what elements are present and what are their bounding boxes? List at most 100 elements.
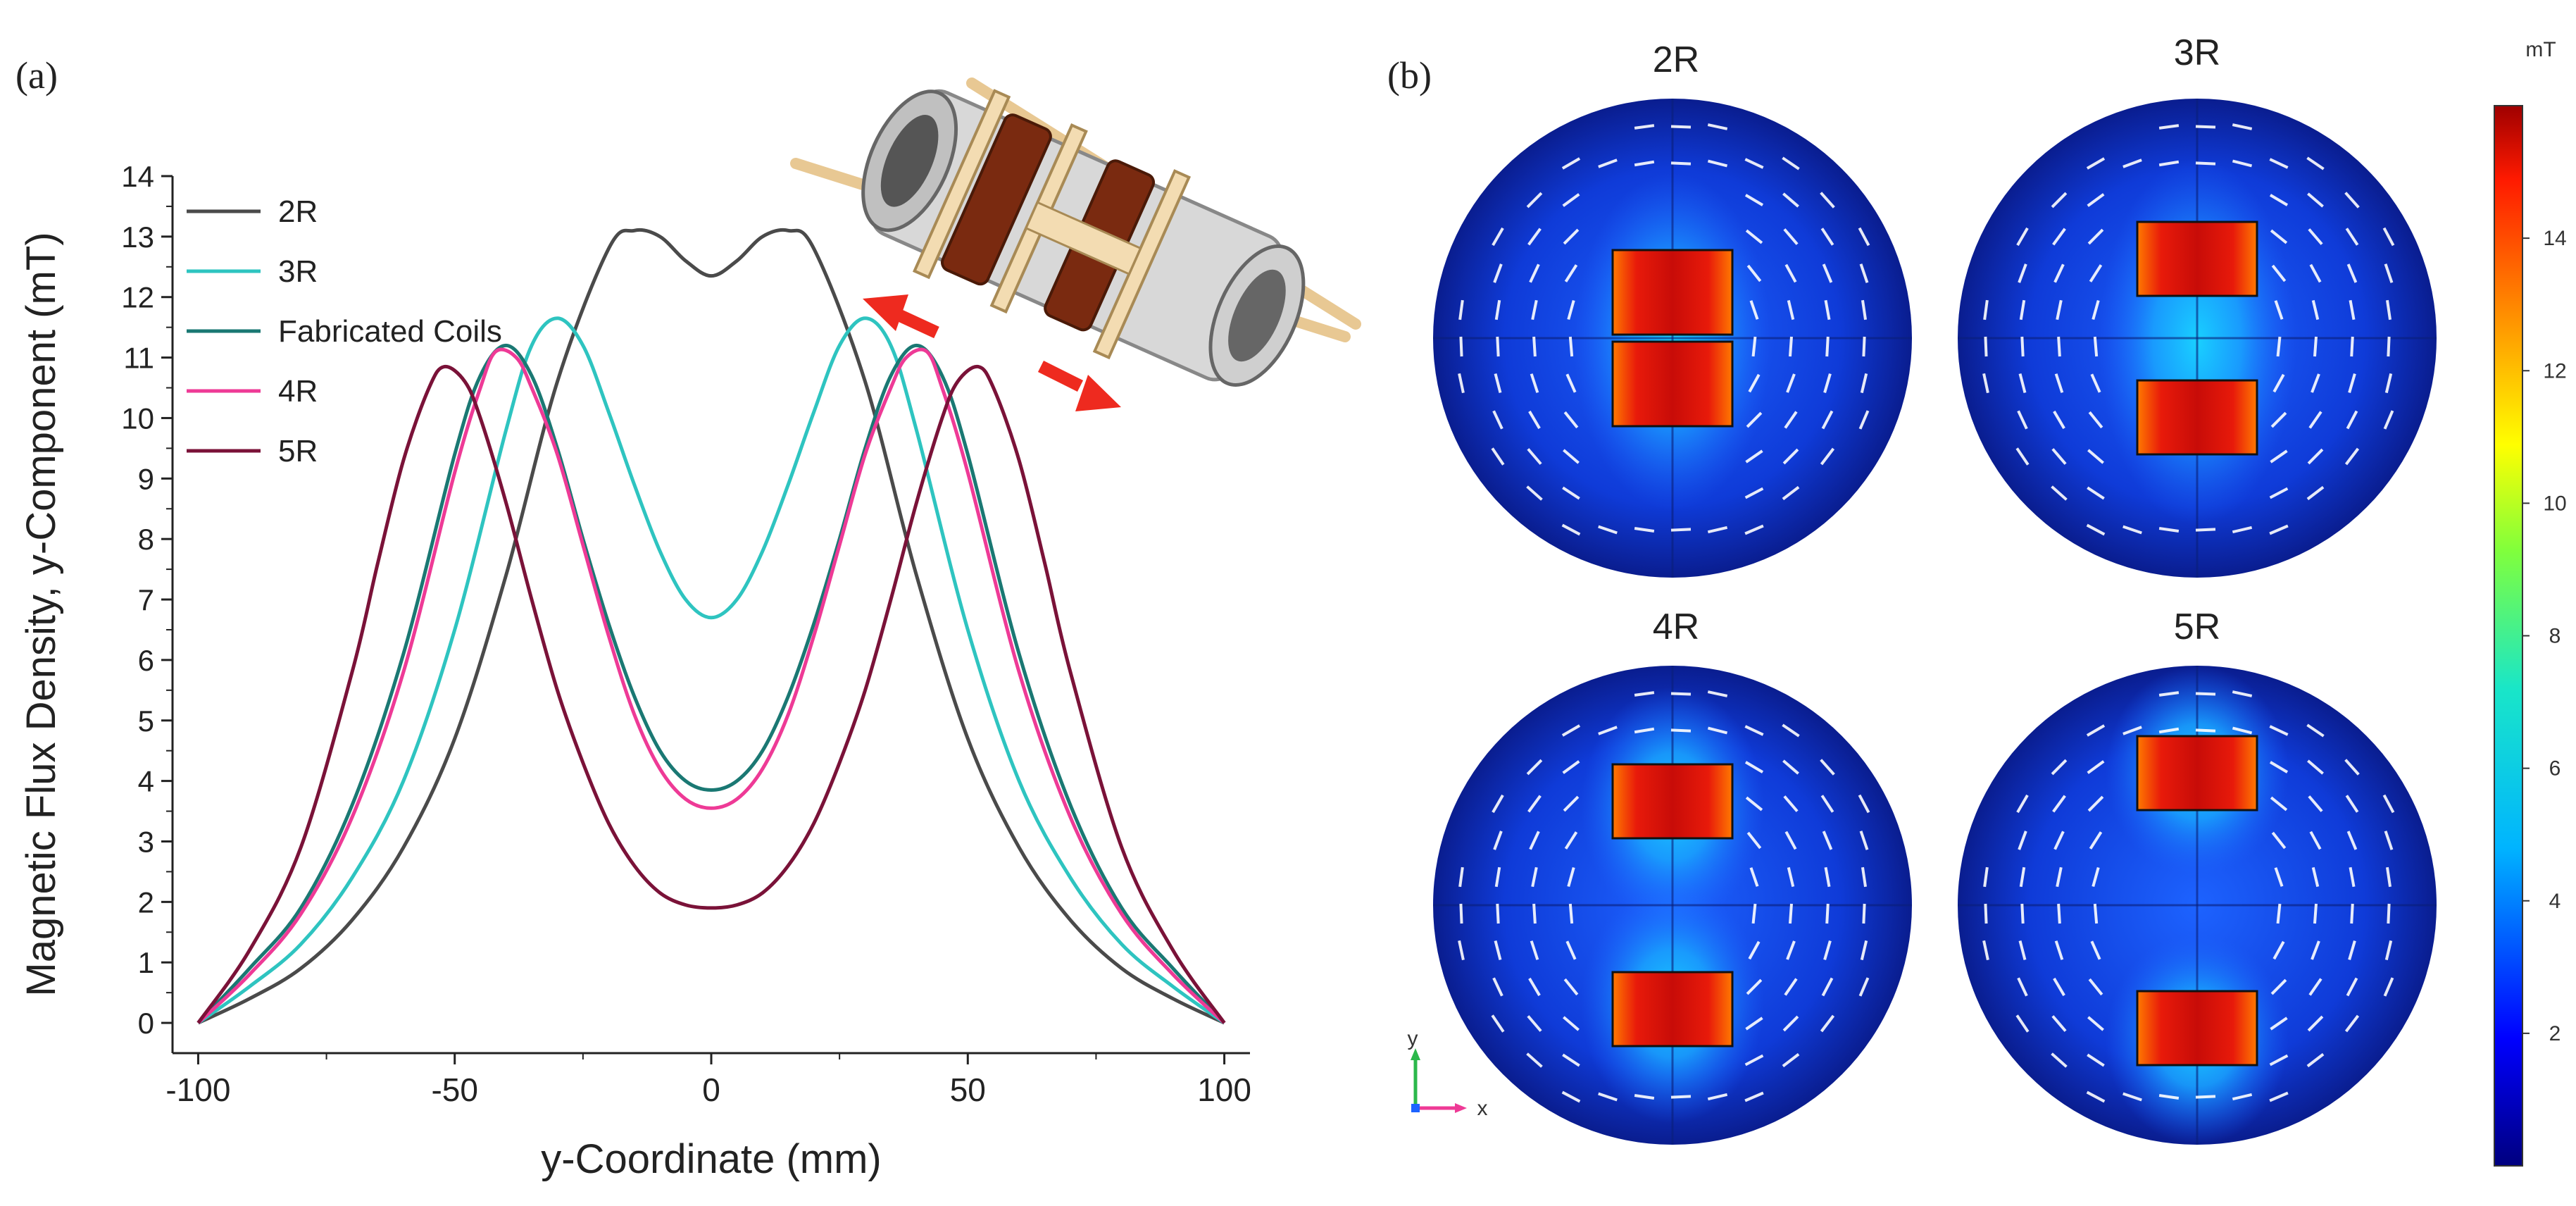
field-arrow [2272,373,2285,393]
field-arrow [2158,691,2180,697]
field-arrow [2087,486,2105,500]
field-arrow [1494,866,1501,888]
field-arrow [1782,723,1800,738]
field-arrow [1982,940,1989,961]
y-tick-label: 9 [138,462,154,495]
field-arrow [2344,1014,2360,1033]
field-arrow [1598,158,1618,168]
field-arrow [1563,795,1580,812]
field-arrow [1707,690,1728,697]
field-arrow [1748,373,1761,393]
field-arrow [1670,728,1692,733]
field-arrow [1748,940,1761,960]
field-arrow [2089,264,2103,282]
y-tick-label: 0 [138,1007,154,1040]
field-arrow [2383,977,2394,997]
field-arrow [2270,796,2288,812]
x-tick-label: 100 [1197,1071,1251,1108]
field-arrow [1567,866,1575,888]
colorbar-ticks: 14 12 10 8 6 4 2 [2522,227,2567,1045]
field-arrow [2311,940,2320,960]
field-arrow [1820,228,1834,246]
field-arrow [2311,373,2320,393]
field-arrow [1531,866,1538,888]
field-arrow [1823,373,1832,394]
field-arrow [1784,263,1797,283]
field-arrow [1670,1095,1692,1099]
field-arrow [2052,795,2066,813]
field-arrow [1492,977,1503,997]
panel-a-label: (a) [15,54,58,97]
field-arrow [1749,867,1759,887]
field-arrow [1744,725,1764,736]
field-arrow [1529,831,1540,850]
field-arrow [1564,264,1578,282]
field-arrow [2054,373,2064,393]
field-arrow [2232,1093,2253,1101]
field-arrow [2350,336,2354,357]
field-arrow [1858,977,1870,997]
field-arrow [2307,759,2324,775]
field-arrow [2348,940,2356,961]
field-arrow [2232,159,2253,168]
field-arrow [1861,299,1868,321]
field-arrow [2086,724,2106,737]
field-arrow [2232,690,2253,697]
field-arrow [1561,1090,1581,1103]
field-arrow [2122,525,2142,535]
field-arrow [2158,1093,2180,1100]
field-arrow [1527,228,1542,246]
field-arrow [2089,831,2103,850]
field-arrow [2086,1090,2106,1103]
field-arrow [1746,264,1762,282]
field-arrow [1822,831,1833,850]
field-arrow [2344,192,2360,209]
field-arrow [2274,867,2284,887]
field-arrow [1983,299,1989,321]
field-arrow [1783,795,1799,812]
field-arrow [2090,940,2101,960]
field-arrow [1528,410,1541,430]
series-line-4r [196,347,1226,1024]
series-line-3r [196,316,1226,1025]
field-arrow [2270,1017,2288,1031]
field-arrow [2195,728,2216,733]
legend: 2R 3R Fabricated Coils 4R 5R [187,194,502,468]
field-arrow [1532,336,1537,357]
field-arrow [1745,449,1763,464]
field-arrow [1493,263,1503,283]
field-arrow [1526,759,1543,776]
field-arrow [2271,831,2287,850]
field-arrow [2087,449,2104,464]
field-arrow [1746,411,1763,428]
field-arrow [1531,299,1538,321]
field-arrow [1529,263,1540,283]
field-arrow [2311,299,2320,321]
field-arrow [2019,299,2026,321]
field-arrow [1496,336,1500,357]
field-arrow [2017,977,2028,997]
field-arrow [1983,866,1989,888]
field-arrow [1562,486,1580,500]
field-arrow [1824,299,1831,321]
field-arrow [1859,263,1869,283]
field-arrow [2087,1016,2104,1031]
field-arrow [2270,978,2287,995]
legend-label: 4R [278,374,318,409]
field-arrow [1821,410,1834,430]
field-arrow [1492,410,1503,430]
field-arrow [2269,487,2289,499]
field-arrow [1532,903,1537,924]
field-arrow [1565,940,1577,960]
y-tick-label: 12 [121,281,154,314]
field-arrow [1530,940,1539,960]
field-arrow [2308,411,2322,429]
field-arrow [2232,726,2253,735]
field-arrow [1707,726,1728,735]
field-arrow [1563,449,1580,464]
field-arrow [1707,123,1728,130]
field-arrow [1821,977,1834,997]
field-arrow [2306,485,2325,501]
